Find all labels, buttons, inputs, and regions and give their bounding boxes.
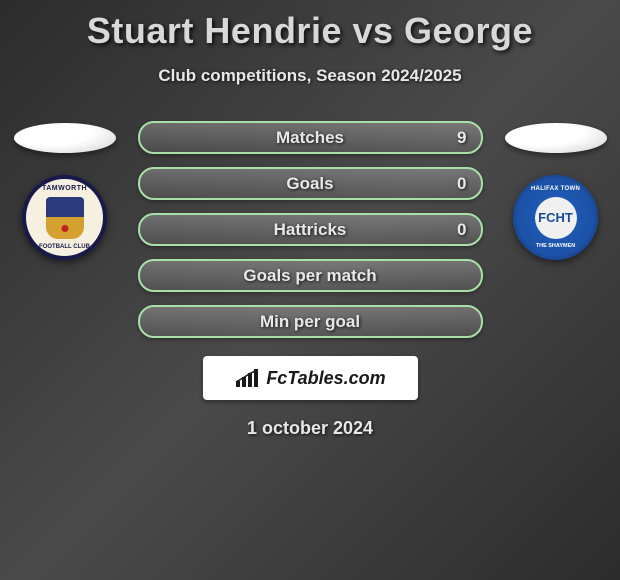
player-left-avatar-placeholder [14,123,116,153]
stat-label: Matches [276,128,344,148]
stat-row-goals-per-match: Goals per match [138,259,483,292]
stat-label: Min per goal [260,312,360,332]
stat-right-value: 9 [457,128,466,148]
team-left-crest [22,175,107,260]
stat-row-hattricks: Hattricks 0 [138,213,483,246]
stat-right-value: 0 [457,174,466,194]
page-title: Stuart Hendrie vs George [0,0,620,52]
player-right-column: FCHT [501,121,611,260]
brand-text: FcTables.com [266,368,385,389]
team-right-abbr: FCHT [535,197,577,239]
bar-chart-icon [234,367,260,389]
stat-row-min-per-goal: Min per goal [138,305,483,338]
page-subtitle: Club competitions, Season 2024/2025 [0,66,620,86]
stat-label: Goals [286,174,333,194]
team-left-shield-icon [46,197,84,239]
brand-badge: FcTables.com [203,356,418,400]
stat-label: Hattricks [274,220,347,240]
team-right-crest: FCHT [513,175,598,260]
player-left-column [10,121,120,260]
snapshot-date: 1 october 2024 [0,418,620,439]
player-right-avatar-placeholder [505,123,607,153]
stat-row-goals: Goals 0 [138,167,483,200]
stat-right-value: 0 [457,220,466,240]
stat-label: Goals per match [243,266,376,286]
stats-list: Matches 9 Goals 0 Hattricks 0 Goals per … [138,121,483,338]
stat-row-matches: Matches 9 [138,121,483,154]
comparison-panel: Matches 9 Goals 0 Hattricks 0 Goals per … [0,121,620,338]
